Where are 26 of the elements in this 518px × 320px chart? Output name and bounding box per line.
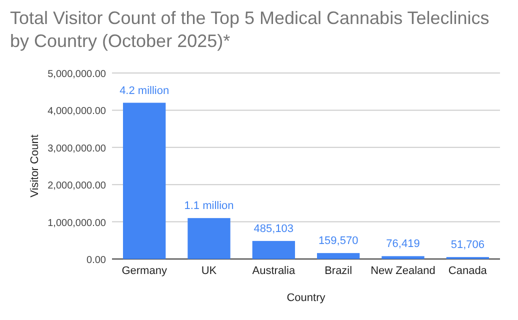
data-label: 76,419 [386, 238, 420, 250]
x-tick-label: Canada [448, 265, 488, 277]
data-label: 1.1 million [184, 200, 234, 212]
y-tick-label: 4,000,000.00 [48, 106, 106, 118]
data-label: 485,103 [254, 222, 294, 235]
x-tick-label: UK [201, 265, 218, 277]
x-tick-label: New Zealand [370, 265, 436, 277]
x-tick-label: Brazil [324, 265, 352, 277]
y-axis-title: Visitor Count [29, 134, 41, 198]
x-tick-label: Australia [252, 265, 296, 277]
bar [382, 256, 424, 259]
data-label: 4.2 million [120, 84, 170, 97]
x-tick-label: Germany [122, 265, 168, 277]
data-label: 159,570 [318, 235, 358, 248]
y-tick-label: 2,000,000.00 [48, 180, 106, 192]
x-axis-title: Country [286, 292, 326, 304]
bar [122, 102, 166, 259]
y-tick-label: 3,000,000.00 [48, 143, 106, 154]
y-tick-label: 5,000,000.00 [48, 69, 106, 80]
bar [316, 253, 360, 259]
chart-title: Total Visitor Count of the Top 5 Medical Cannabis Teleclinics by Country (October 2025)* [10, 8, 490, 51]
y-tick-label: 0.00 [86, 255, 106, 266]
y-tick-label: 1,000,000.00 [48, 218, 106, 229]
bar [188, 218, 230, 259]
data-label: 51,706 [450, 239, 484, 252]
bar [252, 240, 296, 259]
